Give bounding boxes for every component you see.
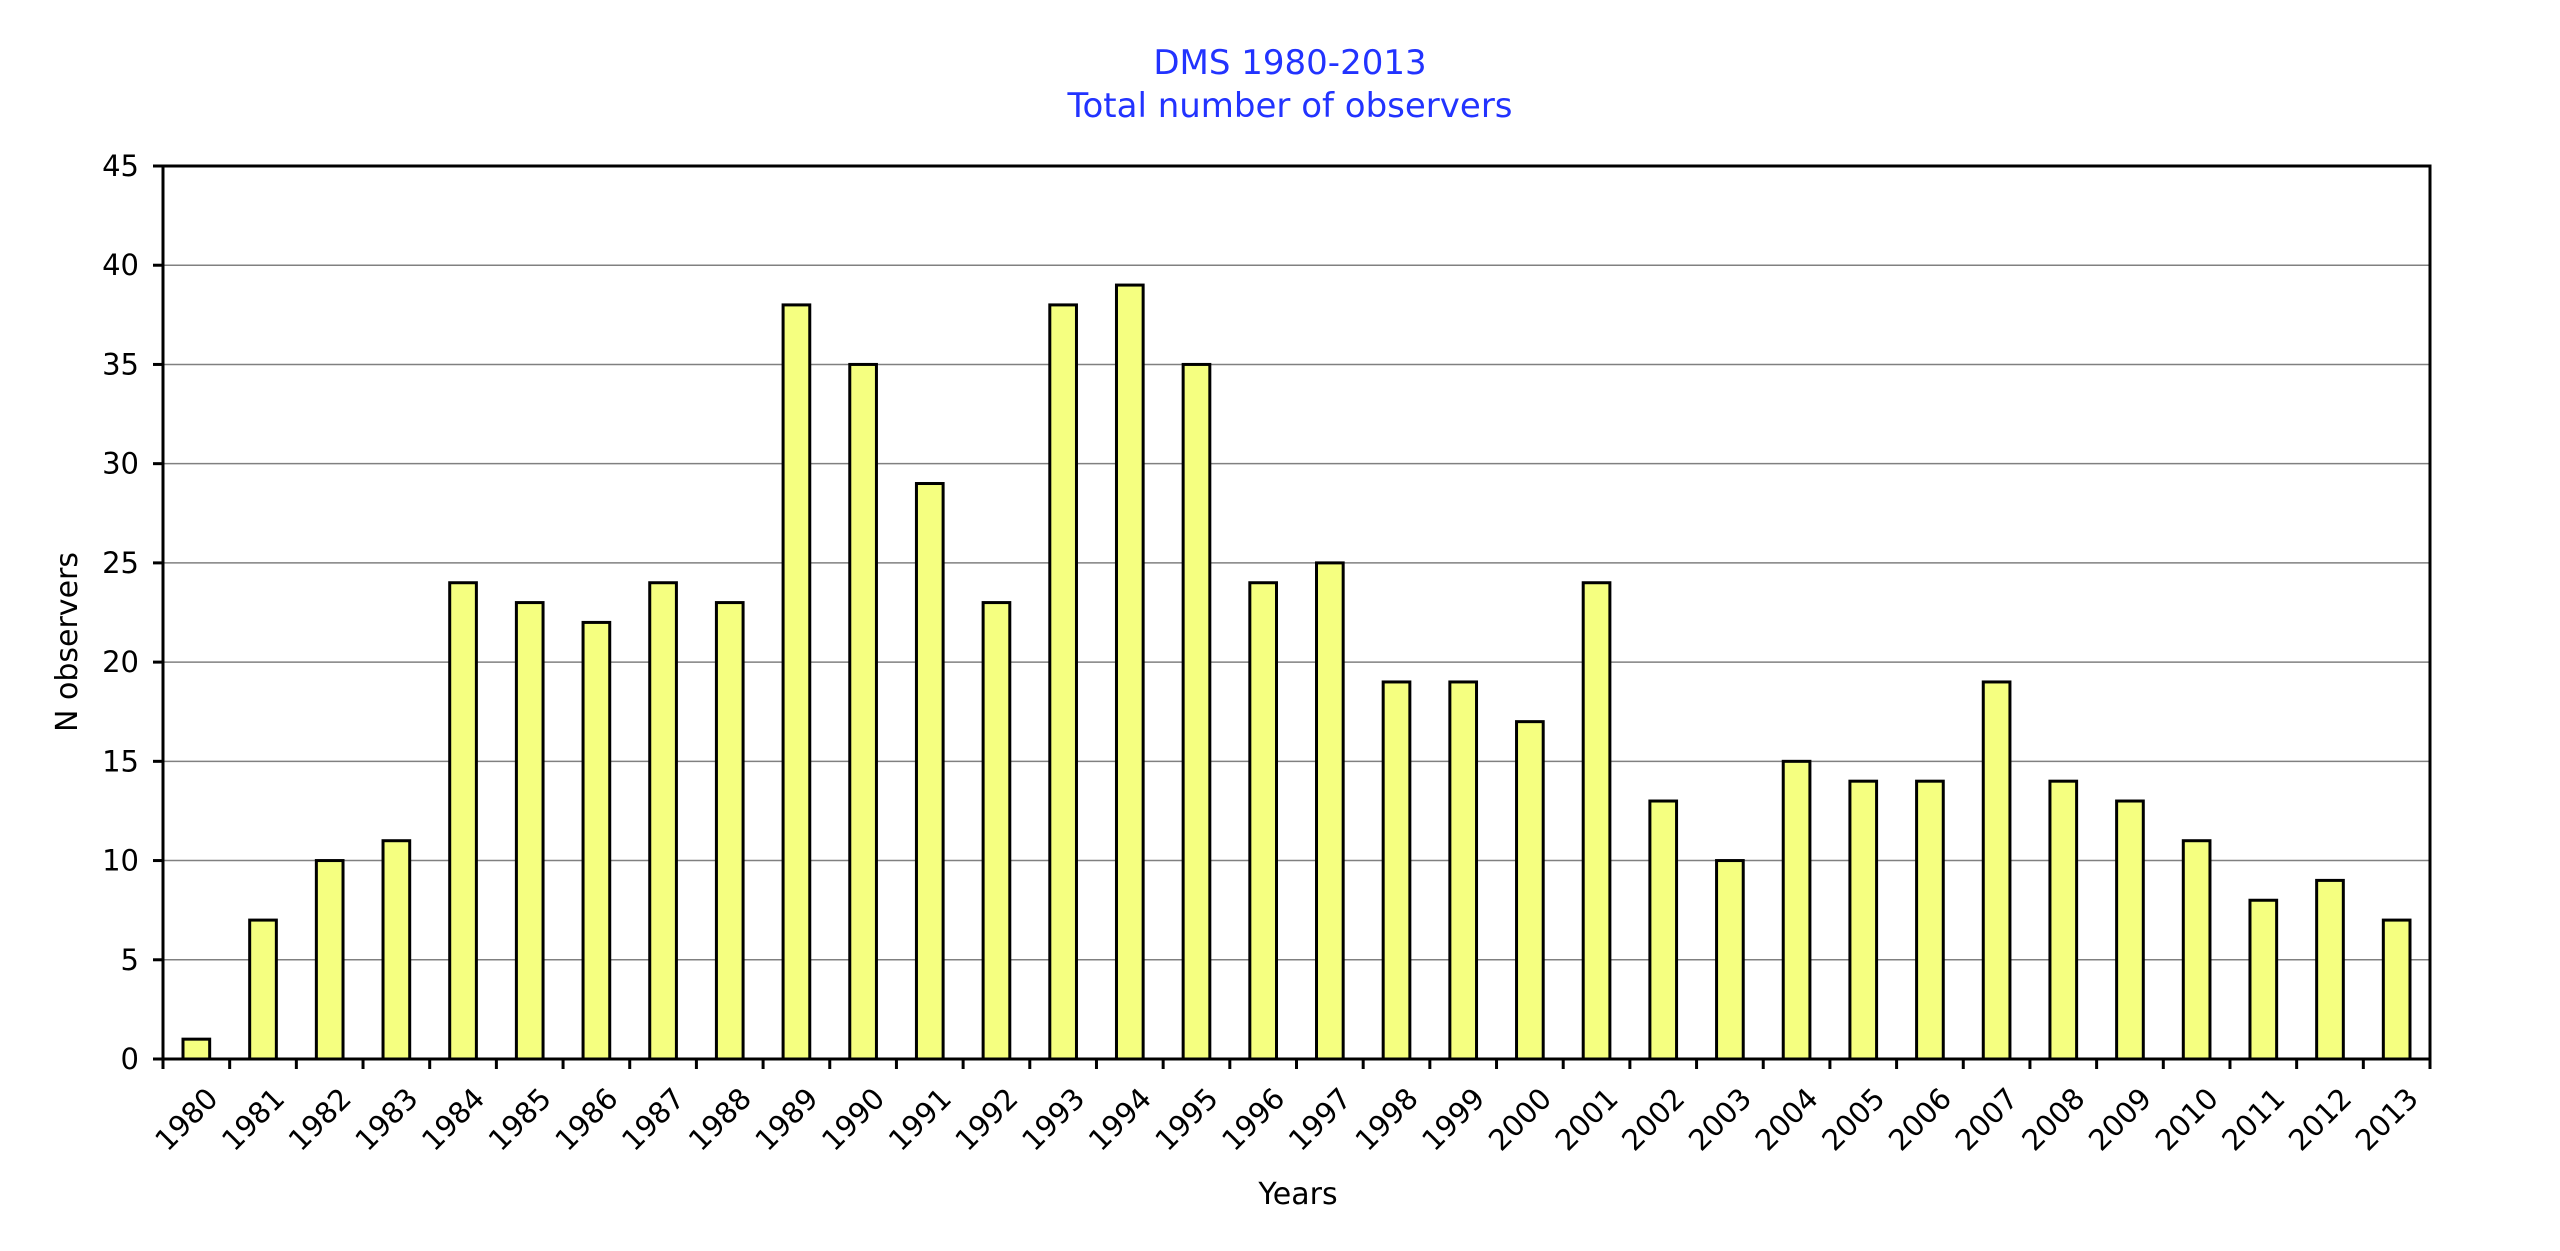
bar-1981 <box>248 918 278 1061</box>
y-tick-label: 30 <box>102 447 139 481</box>
x-tick-label-2004: 2004 <box>1749 1081 1825 1157</box>
bar-1995 <box>1181 362 1212 1061</box>
bar-2002 <box>1648 799 1679 1061</box>
y-tick-label: 0 <box>121 1042 139 1076</box>
bar-1982 <box>314 859 345 1061</box>
x-tick-label-1983: 1983 <box>348 1081 424 1157</box>
bar-1980 <box>181 1037 212 1061</box>
gridlines <box>163 264 2430 961</box>
x-tick-label-2006: 2006 <box>1882 1081 1958 1157</box>
bar-1984 <box>448 581 478 1061</box>
chart-title: DMS 1980-2013 <box>1153 43 1426 83</box>
bar-2004 <box>1781 759 1812 1061</box>
bar-1991 <box>914 482 945 1061</box>
bar-1992 <box>981 601 1012 1061</box>
bar-1994 <box>1114 283 1145 1061</box>
y-tick-label: 45 <box>102 149 139 183</box>
y-tick-label: 10 <box>102 844 139 878</box>
bar-1988 <box>714 601 745 1061</box>
x-tick-label-1985: 1985 <box>482 1081 558 1157</box>
bar-2001 <box>1581 581 1612 1061</box>
bar-1985 <box>514 601 545 1061</box>
x-tick-label-1980: 1980 <box>148 1081 224 1157</box>
y-axis-ticks: 0 5 10 15 20 25 30 35 40 45 <box>102 149 163 1076</box>
bar-1993 <box>1048 303 1078 1061</box>
bar-2012 <box>2315 878 2345 1061</box>
bar-1998 <box>1381 680 1412 1061</box>
y-axis-label: N observers <box>50 552 85 732</box>
x-tick-label-1989: 1989 <box>748 1081 824 1157</box>
x-tick-label-2010: 2010 <box>2149 1081 2225 1157</box>
x-axis-label: Years <box>1257 1177 1337 1212</box>
y-tick-label: 40 <box>102 248 139 282</box>
y-tick-label: 15 <box>102 744 139 778</box>
x-tick-label-1984: 1984 <box>415 1081 491 1157</box>
x-tick-label-1991: 1991 <box>882 1081 958 1157</box>
x-tick-label-1999: 1999 <box>1415 1081 1491 1157</box>
x-tick-label-2001: 2001 <box>1549 1081 1625 1157</box>
x-tick-label-1993: 1993 <box>1015 1081 1091 1157</box>
y-tick-label: 25 <box>102 546 139 580</box>
x-tick-label-1990: 1990 <box>815 1081 891 1157</box>
x-tick-label-2012: 2012 <box>2282 1081 2358 1157</box>
plot-area-frame <box>161 164 2432 1061</box>
bar-1983 <box>381 839 412 1061</box>
bar-2005 <box>1848 779 1879 1061</box>
x-tick-label-2003: 2003 <box>1682 1081 1758 1157</box>
x-tick-label-2000: 2000 <box>1482 1081 1558 1157</box>
bar-1987 <box>648 581 678 1061</box>
x-tick-label-2007: 2007 <box>1949 1081 2025 1157</box>
x-tick-label-1986: 1986 <box>548 1081 624 1157</box>
x-tick-label-2009: 2009 <box>2082 1081 2158 1157</box>
bar-1997 <box>1315 561 1345 1061</box>
x-tick-label-2005: 2005 <box>1815 1081 1891 1157</box>
x-tick-label-2013: 2013 <box>2349 1081 2425 1157</box>
x-tick-label-1992: 1992 <box>948 1081 1024 1157</box>
bar-2008 <box>2048 779 2079 1061</box>
x-tick-label-1997: 1997 <box>1282 1081 1358 1157</box>
x-tick-label-2002: 2002 <box>1615 1081 1691 1157</box>
x-tick-label-1981: 1981 <box>215 1081 291 1157</box>
bar-2003 <box>1715 859 1745 1061</box>
bar-1986 <box>581 620 612 1061</box>
bar-1989 <box>781 303 812 1061</box>
x-axis-ticks: 1980198119821983198419851986198719881989… <box>148 1059 2432 1157</box>
x-tick-label-1988: 1988 <box>682 1081 758 1157</box>
bar-1990 <box>848 362 878 1061</box>
x-tick-label-1995: 1995 <box>1148 1081 1224 1157</box>
bar-2011 <box>2248 898 2279 1061</box>
bar-2010 <box>2181 839 2212 1061</box>
y-tick-label: 35 <box>102 347 139 381</box>
y-tick-label: 5 <box>121 943 139 977</box>
x-tick-label-1998: 1998 <box>1348 1081 1424 1157</box>
y-tick-label: 20 <box>102 645 139 679</box>
x-tick-label-2008: 2008 <box>2015 1081 2091 1157</box>
bar-1999 <box>1448 680 1479 1061</box>
x-tick-label-1994: 1994 <box>1082 1081 1158 1157</box>
bar-2007 <box>1981 680 2012 1061</box>
bar-2013 <box>2381 918 2412 1061</box>
x-tick-label-2011: 2011 <box>2215 1081 2291 1157</box>
x-tick-label-1987: 1987 <box>615 1081 691 1157</box>
bar-2000 <box>1515 720 1545 1061</box>
x-tick-label-1996: 1996 <box>1215 1081 1291 1157</box>
bar-2009 <box>2115 799 2145 1061</box>
x-tick-label-1982: 1982 <box>282 1081 358 1157</box>
bar-1996 <box>1248 581 1278 1061</box>
bars <box>181 283 2412 1061</box>
bar-2006 <box>1915 779 1945 1061</box>
chart-subtitle: Total number of observers <box>1066 86 1512 126</box>
